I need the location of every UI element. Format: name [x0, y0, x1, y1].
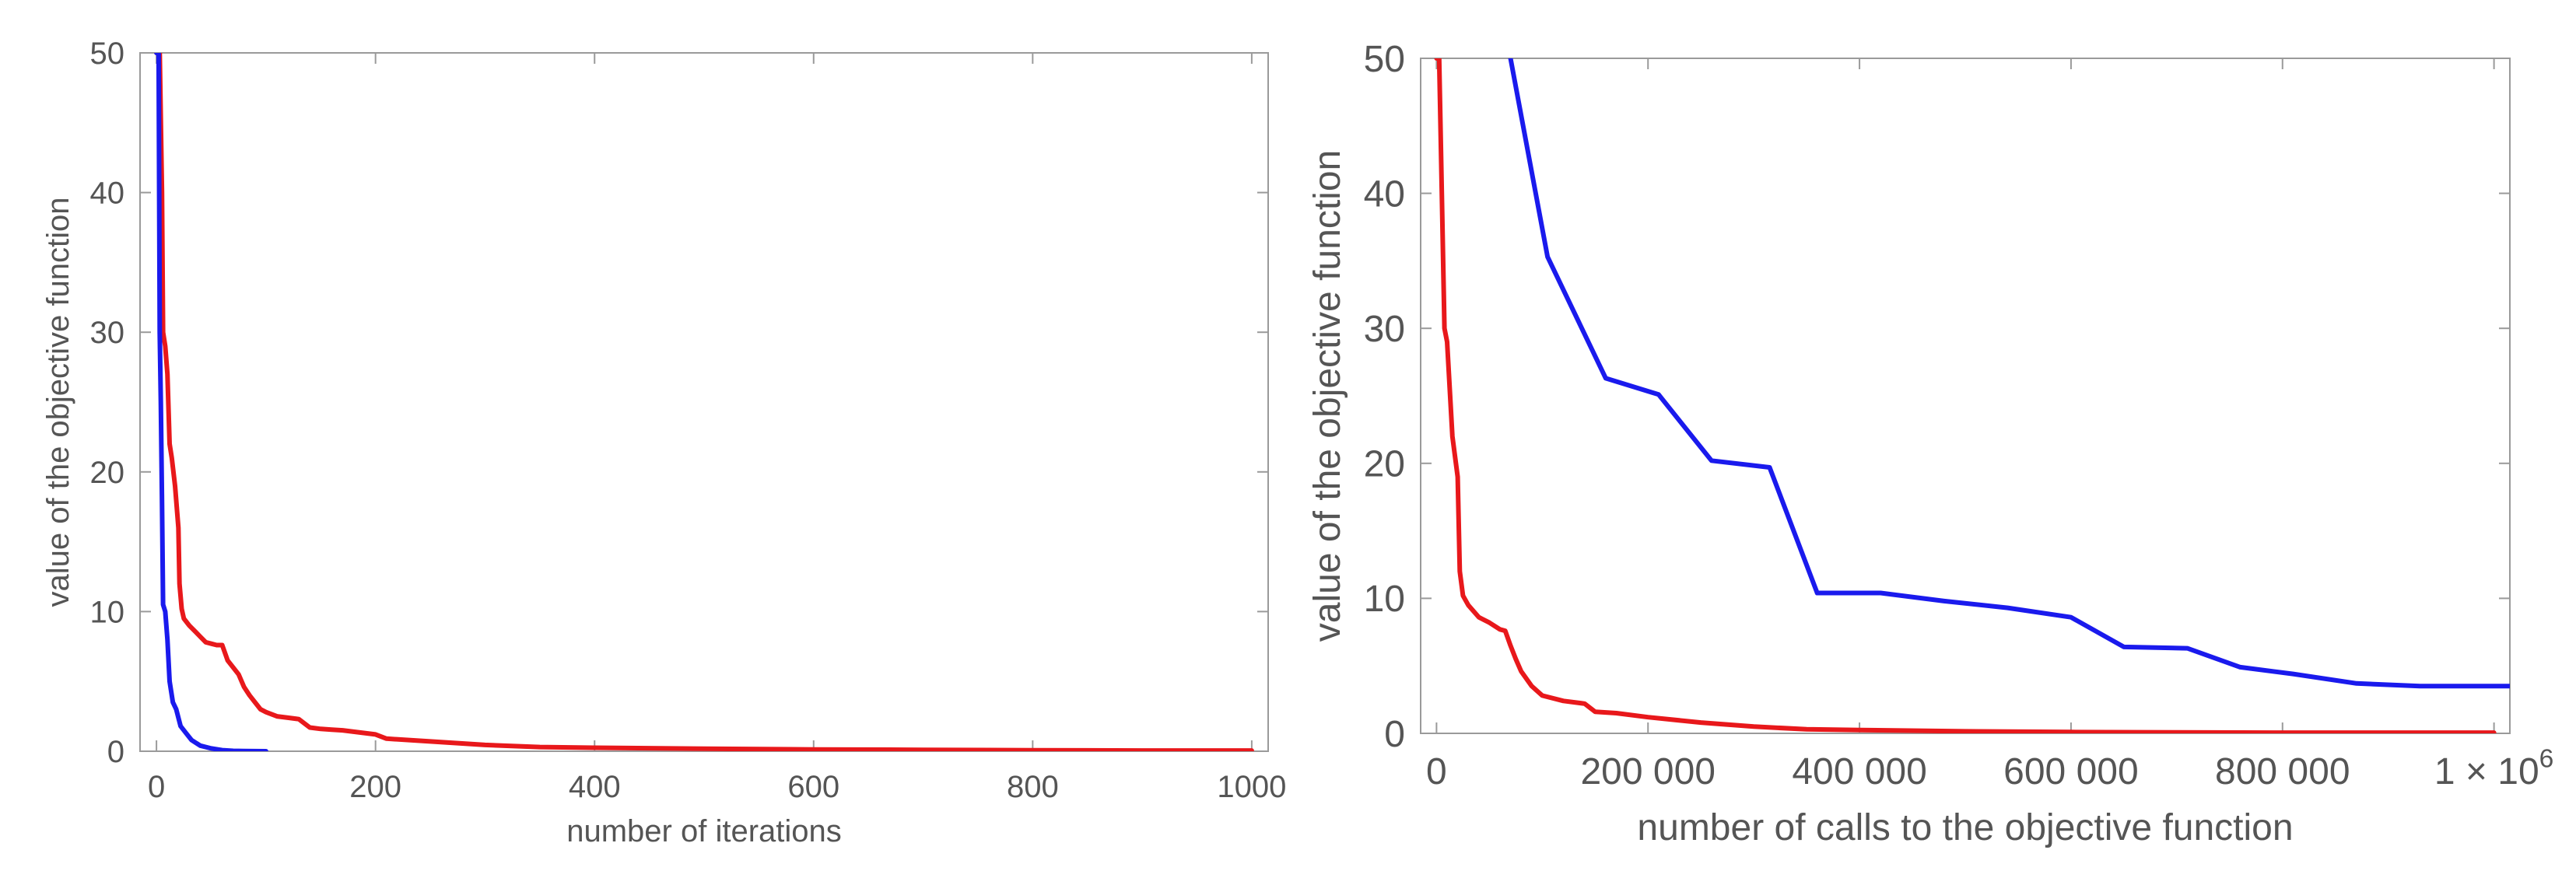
x-tick-label: 600 000: [2003, 751, 2139, 792]
series-line-red: [154, 53, 1254, 751]
chart-calls: 0 10 20 30 40 50 0 200 000 400 000 600 000 800 00…: [1307, 39, 2553, 848]
y-axis-label: value of the objective function: [41, 197, 75, 607]
y-tick-label: 0: [1384, 714, 1405, 755]
x-tick-label: 400: [569, 770, 621, 804]
x-tick-label: 800 000: [2215, 751, 2350, 792]
plot-frame: [1420, 58, 2511, 734]
series-line-blue: [1508, 58, 2510, 689]
x-tick-label: 1 × 106: [2434, 744, 2553, 792]
y-axis-label: value of the objective function: [1307, 150, 1348, 642]
y-tick-label: 10: [90, 595, 125, 629]
y-axis-ticks: 0 10 20 30 40 50: [1364, 39, 2510, 755]
x-axis-label: number of iterations: [566, 814, 842, 848]
x-tick-label: 0: [1426, 751, 1447, 792]
y-tick-label: 20: [90, 456, 125, 490]
x-tick-label: 400 000: [1792, 751, 1927, 792]
y-tick-label: 50: [90, 37, 125, 71]
x-tick-label: 800: [1007, 770, 1059, 804]
y-tick-label: 30: [1364, 309, 1405, 350]
x-tick-label: 200: [349, 770, 401, 804]
y-tick-label: 10: [1364, 579, 1405, 620]
series-layer: [154, 53, 1254, 751]
series-line-blue: [154, 53, 268, 751]
x-tick-label: 0: [148, 770, 165, 804]
series-line-red: [1434, 58, 2497, 733]
y-tick-label: 30: [90, 316, 125, 350]
x-axis-label: number of calls to the objective functio…: [1637, 807, 2293, 848]
y-tick-label: 20: [1364, 444, 1405, 485]
series-layer: [1434, 58, 2510, 733]
y-tick-label: 0: [107, 735, 124, 769]
x-axis-ticks: 0 200 400 600 800 1000: [148, 53, 1286, 804]
chart-iterations: 0 10 20 30 40 50 0 200 400 600 800 1000 number of …: [41, 37, 1286, 848]
x-tick-label: 600: [787, 770, 839, 804]
x-tick-label: 1000: [1217, 770, 1286, 804]
y-tick-label: 50: [1364, 39, 1405, 80]
y-tick-label: 40: [1364, 173, 1405, 215]
y-tick-label: 40: [90, 177, 125, 211]
x-tick-label: 200 000: [1580, 751, 1716, 792]
y-axis-ticks: 0 10 20 30 40 50: [90, 37, 1268, 769]
plot-frame: [139, 52, 1269, 752]
x-axis-ticks: 0 200 000 400 000 600 000 800 000 1 × 106: [1426, 58, 2553, 792]
